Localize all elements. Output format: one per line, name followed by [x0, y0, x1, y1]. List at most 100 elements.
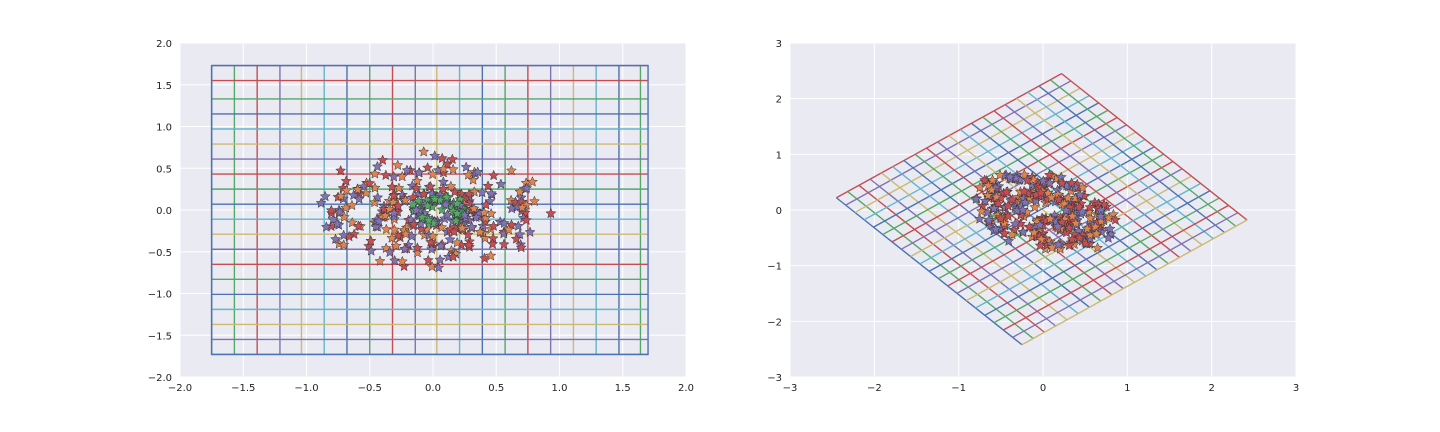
star-point	[1000, 186, 1013, 197]
mesh-line-a	[1061, 73, 1248, 221]
star-point	[1070, 217, 1082, 229]
star-point	[352, 183, 364, 195]
right-plot: −3 −2 −1 0 1 2 3 3 2 1 0 −1 −2 −3	[767, 39, 1299, 394]
star-point	[478, 206, 490, 218]
star-point	[389, 254, 401, 266]
star-point	[388, 190, 400, 201]
mesh-line-b	[1003, 204, 1229, 331]
star-point	[327, 213, 339, 225]
star-point	[315, 197, 327, 208]
y-tick-label: 1.5	[156, 81, 172, 92]
star-point	[434, 253, 446, 265]
star-point	[1035, 233, 1047, 245]
star-point	[990, 191, 1002, 202]
mesh-line-b	[1021, 219, 1248, 346]
y-tick-label: −1	[767, 262, 782, 273]
star-point	[474, 226, 486, 237]
star-point	[338, 239, 350, 250]
star-point	[411, 242, 423, 253]
star-point	[440, 198, 452, 210]
star-point	[1091, 242, 1104, 253]
star-point	[418, 146, 430, 157]
mesh-border	[210, 64, 649, 356]
star-point	[1066, 177, 1078, 188]
star-point	[426, 260, 438, 272]
star-point	[422, 161, 434, 173]
star-point	[485, 249, 497, 261]
star-point	[1045, 191, 1058, 203]
star-point	[422, 254, 434, 266]
star-point	[429, 193, 441, 204]
mesh-line-b	[928, 146, 1155, 272]
y-tick-label: 2	[776, 95, 782, 106]
star-point	[472, 166, 484, 177]
x-tick-label: −0.5	[358, 383, 382, 394]
x-tick-label: 0	[1040, 383, 1046, 394]
mesh-line-a	[1038, 85, 1226, 234]
star-point	[1084, 201, 1096, 213]
star-point	[449, 186, 461, 197]
star-point	[1027, 174, 1039, 185]
y-tick-label: −1.5	[148, 331, 172, 342]
star-point	[1019, 196, 1031, 208]
star-point	[1018, 185, 1030, 197]
star-point	[974, 213, 986, 224]
x-tick-label: −2	[867, 383, 882, 394]
star-point	[377, 154, 389, 165]
star-point	[1052, 238, 1064, 250]
star-point	[1056, 177, 1068, 188]
star-point	[1062, 192, 1074, 203]
star-point	[1043, 169, 1056, 180]
star-point	[1103, 212, 1115, 223]
star-point	[482, 180, 494, 191]
y-tick-label: 3	[776, 39, 782, 50]
star-point	[516, 201, 528, 213]
star-point	[519, 207, 531, 218]
y-tick-label: 2.0	[156, 39, 172, 50]
star-point	[975, 205, 988, 217]
star-point	[1029, 201, 1041, 212]
star-point	[424, 180, 437, 192]
star-point	[460, 161, 472, 172]
star-point	[451, 207, 463, 219]
star-point	[450, 215, 462, 226]
star-point	[400, 228, 412, 239]
y-tick-label: 0	[776, 206, 782, 217]
star-point	[1037, 175, 1049, 186]
star-point	[1081, 223, 1093, 234]
star-point	[433, 261, 445, 273]
star-point	[1095, 210, 1107, 222]
star-point	[1017, 204, 1029, 215]
star-point	[1053, 193, 1065, 205]
star-point	[451, 197, 463, 209]
y-tick-label: 0.5	[156, 164, 172, 175]
star-point	[1028, 226, 1040, 238]
star-point	[545, 207, 557, 219]
x-tick-label: 0.5	[488, 383, 504, 394]
star-point	[392, 159, 404, 171]
star-point	[459, 209, 471, 220]
star-point	[410, 204, 422, 216]
star-point	[365, 245, 377, 256]
star-point	[401, 164, 413, 176]
y-tick-label: −2.0	[148, 373, 172, 384]
star-point	[487, 238, 499, 249]
star-point	[413, 167, 425, 178]
star-point	[451, 236, 463, 248]
star-point	[335, 164, 347, 176]
star-point	[1002, 200, 1014, 211]
y-tick-label: 1	[776, 150, 782, 161]
star-point	[325, 204, 337, 216]
x-tick-label: −1.5	[231, 383, 255, 394]
star-point	[423, 214, 435, 226]
star-point	[995, 212, 1007, 224]
y-tick-label: −3	[767, 373, 782, 384]
star-point	[1056, 216, 1068, 228]
mesh-line-a	[993, 110, 1180, 258]
star-point	[437, 183, 449, 194]
star-point	[1002, 210, 1014, 222]
star-point	[331, 218, 343, 229]
x-tick-label: 2.0	[678, 383, 694, 394]
star-point	[410, 182, 422, 193]
star-point	[386, 181, 398, 192]
